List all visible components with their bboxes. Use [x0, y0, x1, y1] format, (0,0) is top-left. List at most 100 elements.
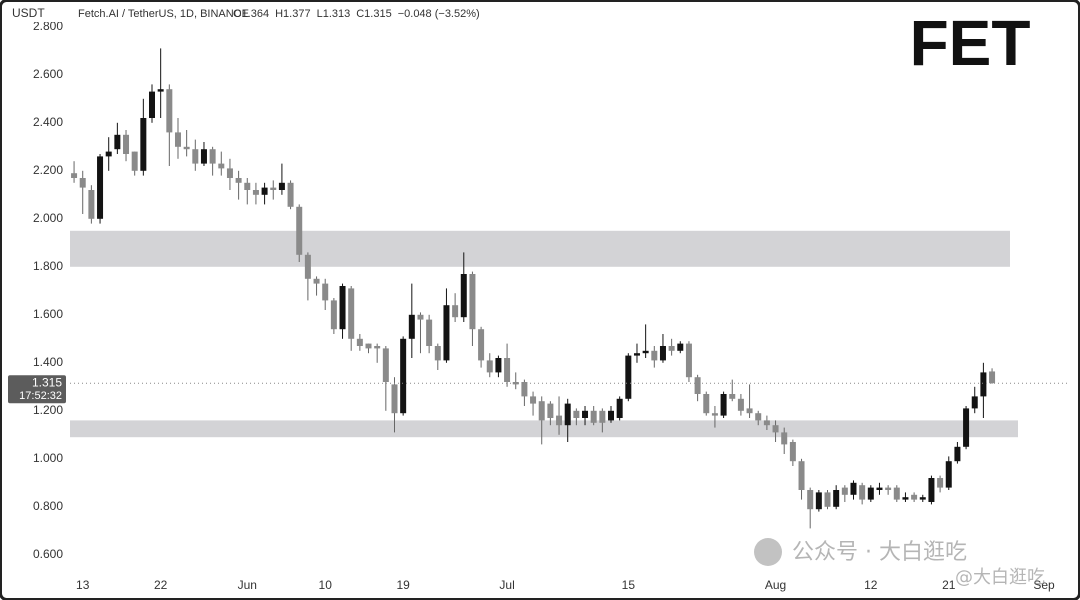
candle-body: [729, 394, 736, 399]
candle-body: [582, 410, 589, 418]
candle-body: [330, 300, 337, 330]
candle-body: [252, 190, 259, 195]
candle-body: [989, 371, 996, 384]
candle-body: [374, 346, 381, 349]
candle-body: [859, 485, 866, 500]
x-tick-label: 22: [154, 578, 168, 592]
legend-value: O1.364: [233, 8, 269, 20]
candle-body: [556, 415, 563, 426]
x-tick-label: 21: [942, 578, 956, 592]
candle-body: [971, 396, 978, 409]
candle-body: [460, 274, 467, 318]
candle-body: [71, 173, 78, 178]
candle-body: [633, 353, 640, 356]
y-tick-label: 2.600: [33, 67, 63, 81]
y-tick-label: 2.800: [33, 19, 63, 33]
watermark-handle: @大白逛吃: [955, 567, 1045, 588]
candle-body: [564, 403, 571, 426]
candle-body: [945, 461, 952, 488]
candle-body: [105, 151, 112, 157]
candle-body: [218, 163, 225, 169]
candle-body: [400, 338, 407, 414]
candle-body: [703, 394, 710, 414]
candle-body: [209, 149, 216, 164]
candle-body: [781, 432, 788, 445]
candle-body: [348, 288, 355, 339]
zone: [70, 230, 1010, 267]
candle-body: [980, 372, 987, 397]
candle-body: [521, 382, 528, 397]
candle-body: [278, 182, 285, 190]
candle-body: [720, 394, 727, 416]
candle-body: [88, 190, 95, 219]
candle-body: [270, 187, 277, 190]
price-label: 1.315: [32, 375, 62, 389]
x-tick-label: 13: [76, 578, 90, 592]
candle-body: [391, 384, 398, 414]
candle-body: [166, 89, 173, 133]
candle-body: [174, 132, 181, 147]
candle-body: [677, 343, 684, 351]
candle-body: [694, 377, 701, 394]
countdown: 17:52:32: [19, 390, 62, 402]
candle-body: [313, 278, 320, 284]
candle-body: [287, 182, 294, 207]
candle-body: [608, 410, 615, 421]
x-tick-label: Jul: [499, 578, 514, 592]
candle-body: [322, 283, 329, 301]
candle-body: [200, 149, 207, 164]
candle-body: [478, 329, 485, 361]
candle-body: [911, 494, 918, 500]
candle-body: [815, 492, 822, 510]
candle-body: [867, 487, 874, 500]
candle-body: [452, 305, 459, 318]
candle-body: [79, 178, 86, 188]
y-tick-label: 1.200: [33, 403, 63, 417]
candle-body: [937, 478, 944, 488]
candle-body: [824, 492, 831, 507]
candle-body: [97, 156, 104, 219]
candle-body: [659, 346, 666, 361]
wechat-icon: [754, 538, 782, 566]
candle-body: [599, 410, 606, 423]
candle-body: [789, 442, 796, 462]
candle-body: [841, 487, 848, 495]
candle-body: [434, 346, 441, 361]
currency: USDT: [12, 6, 45, 20]
candle-body: [131, 151, 138, 171]
legend-title: Fetch.AI / TetherUS, 1D, BINANCE: [78, 8, 249, 20]
y-tick-label: 1.600: [33, 307, 63, 321]
candle-body: [746, 408, 753, 414]
x-tick-label: Aug: [765, 578, 786, 592]
candle-body: [807, 490, 814, 510]
candle-body: [512, 382, 519, 385]
candle-body: [876, 487, 883, 490]
candle-body: [365, 343, 372, 349]
candle-body: [919, 497, 926, 500]
legend-ohlc: O1.364 H1.377 L1.313 C1.315 −0.048 (−3.52%): [233, 8, 480, 20]
logo: FET: [910, 7, 1031, 79]
y-tick-label: 2.000: [33, 211, 63, 225]
candle-body: [157, 89, 164, 92]
y-tick-label: 1.400: [33, 355, 63, 369]
legend-value: −0.048 (−3.52%): [398, 8, 480, 20]
candle-body: [356, 338, 363, 346]
candle-body: [711, 413, 718, 416]
candle-body: [140, 118, 147, 171]
candle-body: [469, 274, 476, 330]
candle-body: [833, 490, 840, 507]
candle-body: [426, 319, 433, 346]
legend-value: H1.377: [275, 8, 310, 20]
candle-body: [850, 482, 857, 495]
y-tick-label: 1.800: [33, 259, 63, 273]
candle-body: [183, 146, 190, 150]
candle-body: [114, 134, 121, 150]
x-tick-label: 12: [864, 578, 878, 592]
candle-body: [382, 348, 389, 382]
candle-body: [504, 358, 511, 382]
candle-body: [304, 254, 311, 279]
candle-body: [685, 343, 692, 378]
candle-body: [573, 410, 580, 418]
